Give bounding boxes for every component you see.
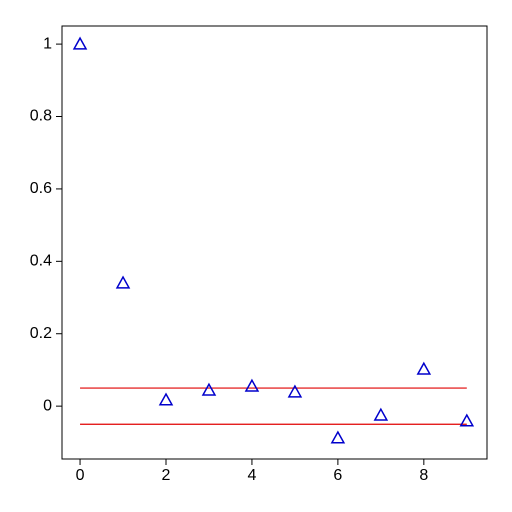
point	[158, 392, 174, 406]
point	[373, 407, 389, 421]
y-tick-label: 0.4	[30, 253, 52, 270]
y-tick-label: 0.6	[30, 180, 52, 197]
y-tick-label: 1	[43, 35, 52, 52]
y-tick-label: 0.8	[30, 108, 52, 125]
point	[416, 361, 432, 375]
point	[459, 413, 475, 427]
plot-frame	[61, 25, 488, 460]
point	[330, 430, 346, 444]
x-tick-label: 6	[333, 467, 342, 484]
y-tick-label: 0	[43, 397, 52, 414]
x-tick-label: 2	[162, 467, 171, 484]
point	[244, 378, 260, 392]
x-tick-label: 8	[419, 467, 428, 484]
point	[201, 382, 217, 396]
x-tick-label: 4	[247, 467, 256, 484]
point	[287, 384, 303, 398]
point	[115, 275, 131, 289]
x-tick-label: 0	[76, 467, 85, 484]
point	[72, 36, 88, 50]
y-tick-label: 0.2	[30, 325, 52, 342]
